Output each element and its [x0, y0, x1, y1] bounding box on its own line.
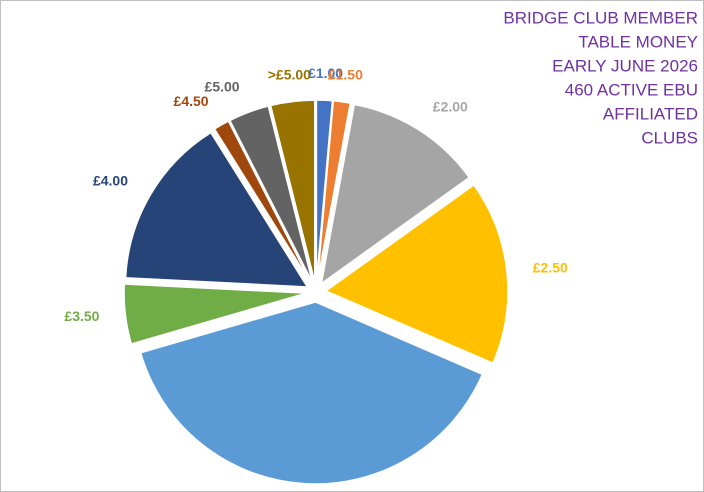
data-label: £1.00 — [308, 65, 343, 81]
chart-title: BRIDGE CLUB MEMBER — [503, 8, 698, 27]
data-label: £2.00 — [433, 99, 468, 115]
pie-slice — [139, 301, 484, 485]
data-label: £3.50 — [64, 308, 99, 324]
data-label: £2.50 — [533, 259, 568, 275]
chart-title: TABLE MONEY — [578, 32, 698, 51]
chart-title: EARLY JUNE 2026 — [552, 56, 698, 75]
pie-slice — [213, 120, 312, 284]
chart-title: 460 ACTIVE EBU — [565, 80, 698, 99]
data-label: £5.00 — [205, 79, 240, 95]
pie-slice — [124, 131, 309, 288]
chart-title: CLUBS — [641, 128, 698, 147]
pie-slice — [316, 99, 352, 283]
data-label: £4.00 — [93, 172, 128, 188]
data-label: £4.50 — [174, 93, 209, 109]
pie-slice — [269, 99, 316, 283]
pie-slice — [315, 99, 334, 283]
pie-slice — [320, 103, 471, 286]
pie-slice — [228, 105, 314, 283]
pie-slice — [324, 183, 509, 365]
data-label: £1.50 — [328, 67, 363, 83]
chart-title: AFFILIATED — [603, 104, 698, 123]
pie-slice — [123, 283, 307, 345]
data-label: >£5.00 — [268, 66, 311, 82]
